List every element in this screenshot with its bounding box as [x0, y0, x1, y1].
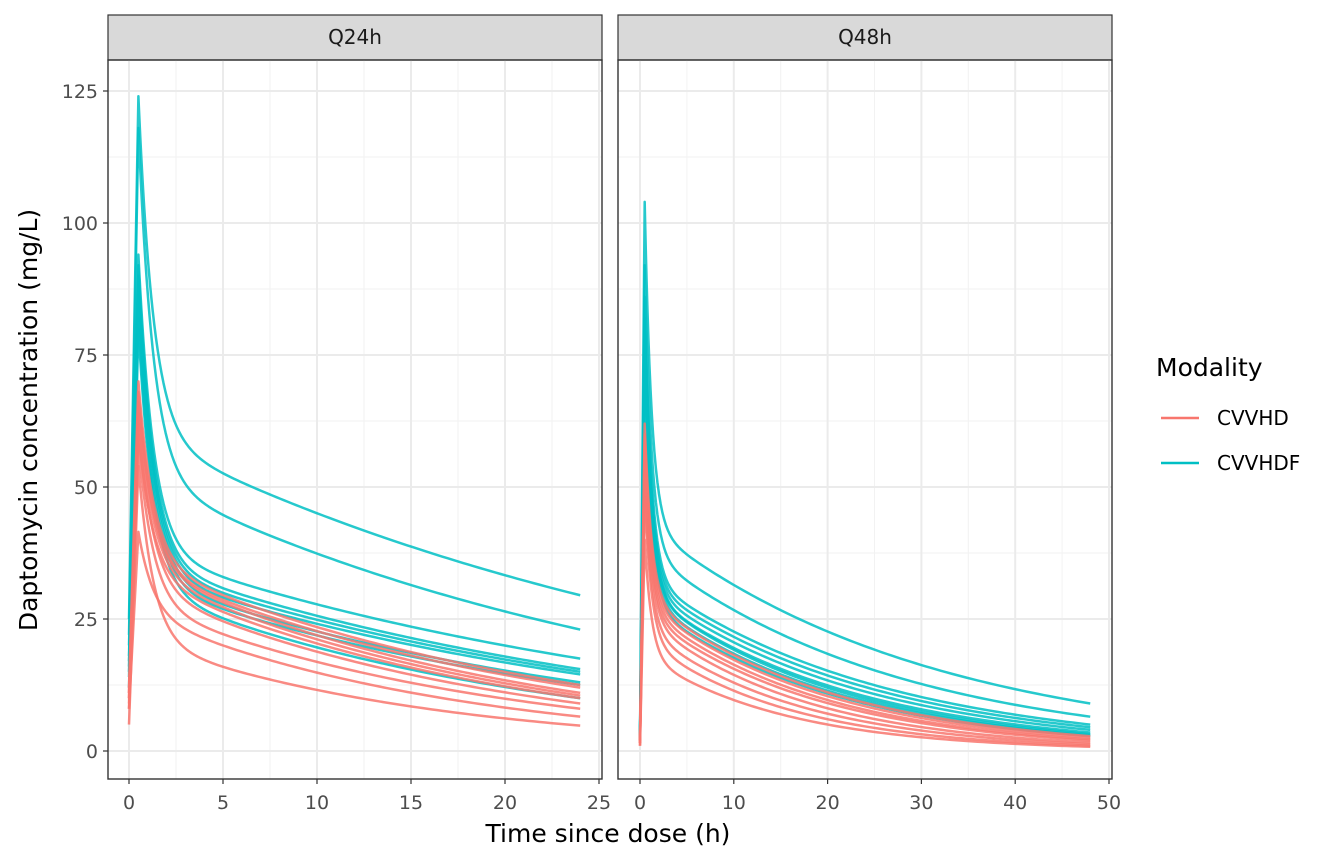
legend-title: Modality — [1156, 353, 1263, 382]
x-axis-title: Time since dose (h) — [485, 819, 731, 848]
series-line-cvvhd — [127, 380, 581, 688]
panel-q24h-x-axis: 0 5 10 15 20 25 — [123, 779, 611, 814]
series-line-cvvhd — [638, 538, 1091, 749]
x-tick-label: 0 — [123, 792, 135, 814]
x-tick-label: 30 — [909, 792, 933, 814]
series-line-cvvhdf — [127, 285, 581, 676]
x-tick-label: 0 — [634, 792, 646, 814]
series-line-cvvhd — [638, 485, 1091, 746]
panel-q24h-border — [107, 59, 603, 780]
series-line-cvvhd — [638, 496, 1091, 747]
panel-q24h: Q24h 0 5 10 15 20 25 — [107, 14, 611, 814]
strip-label-q48h: Q48h — [838, 25, 892, 49]
legend-label-cvvhd: CVVHD — [1217, 406, 1289, 430]
series-line-cvvhd — [638, 422, 1091, 741]
x-tick-label: 10 — [305, 792, 329, 814]
series-line-cvvhdf — [638, 348, 1091, 741]
strip-q24h — [107, 14, 603, 61]
x-tick-label: 25 — [587, 792, 611, 814]
x-tick-label: 15 — [399, 792, 423, 814]
series-line-cvvhd — [127, 530, 581, 718]
series-line-cvvhdf — [127, 263, 581, 671]
panel-q48h: Q48h 0 10 20 30 40 50 — [617, 14, 1121, 814]
series-line-cvvhd — [127, 443, 581, 711]
series-line-cvvhdf — [638, 200, 1091, 736]
series-line-cvvhd — [127, 411, 581, 699]
series-line-cvvhdf — [638, 327, 1091, 741]
series-line-cvvhdf — [127, 274, 581, 674]
legend-label-cvvhdf: CVVHDF — [1217, 451, 1300, 475]
legend: Modality CVVHD CVVHDF — [1156, 353, 1300, 475]
series-line-cvvhdf — [127, 95, 581, 620]
y-axis: 0 25 50 75 100 125 — [62, 81, 108, 763]
x-tick-label: 5 — [217, 792, 229, 814]
y-tick-label: 50 — [74, 477, 98, 499]
y-tick-label: 75 — [74, 345, 98, 367]
panel-q48h-x-axis: 0 10 20 30 40 50 — [634, 779, 1121, 814]
strip-label-q24h: Q24h — [328, 25, 382, 49]
series-line-cvvhdf — [638, 316, 1091, 738]
x-tick-label: 40 — [1003, 792, 1027, 814]
x-tick-label: 20 — [493, 792, 517, 814]
series-line-cvvhd — [127, 464, 581, 727]
x-tick-label: 10 — [722, 792, 746, 814]
y-tick-label: 100 — [62, 213, 98, 235]
y-tick-label: 0 — [86, 741, 98, 763]
series-line-cvvhdf — [638, 359, 1091, 741]
y-axis-title: Daptomycin concentration (mg/L) — [14, 209, 43, 631]
series-line-cvvhd — [127, 432, 581, 700]
y-tick-label: 25 — [74, 609, 98, 631]
series-line-cvvhd — [638, 432, 1091, 741]
series-line-cvvhdf — [127, 253, 581, 660]
series-line-cvvhdf — [638, 295, 1091, 738]
series-line-cvvhd — [638, 459, 1091, 744]
strip-q48h — [617, 14, 1113, 61]
panel-q48h-border — [617, 59, 1113, 780]
series-line-cvvhd — [127, 422, 581, 705]
series-line-cvvhd — [638, 443, 1091, 741]
x-tick-label: 20 — [816, 792, 840, 814]
series-line-cvvhd — [638, 469, 1091, 744]
series-line-cvvhdf — [638, 263, 1091, 736]
panel-q48h-lines — [638, 200, 1091, 749]
series-line-cvvhdf — [127, 126, 581, 635]
series-line-cvvhd — [127, 401, 581, 695]
panel-q24h-lines — [127, 95, 581, 727]
y-tick-label: 125 — [62, 81, 98, 103]
x-tick-label: 50 — [1097, 792, 1121, 814]
